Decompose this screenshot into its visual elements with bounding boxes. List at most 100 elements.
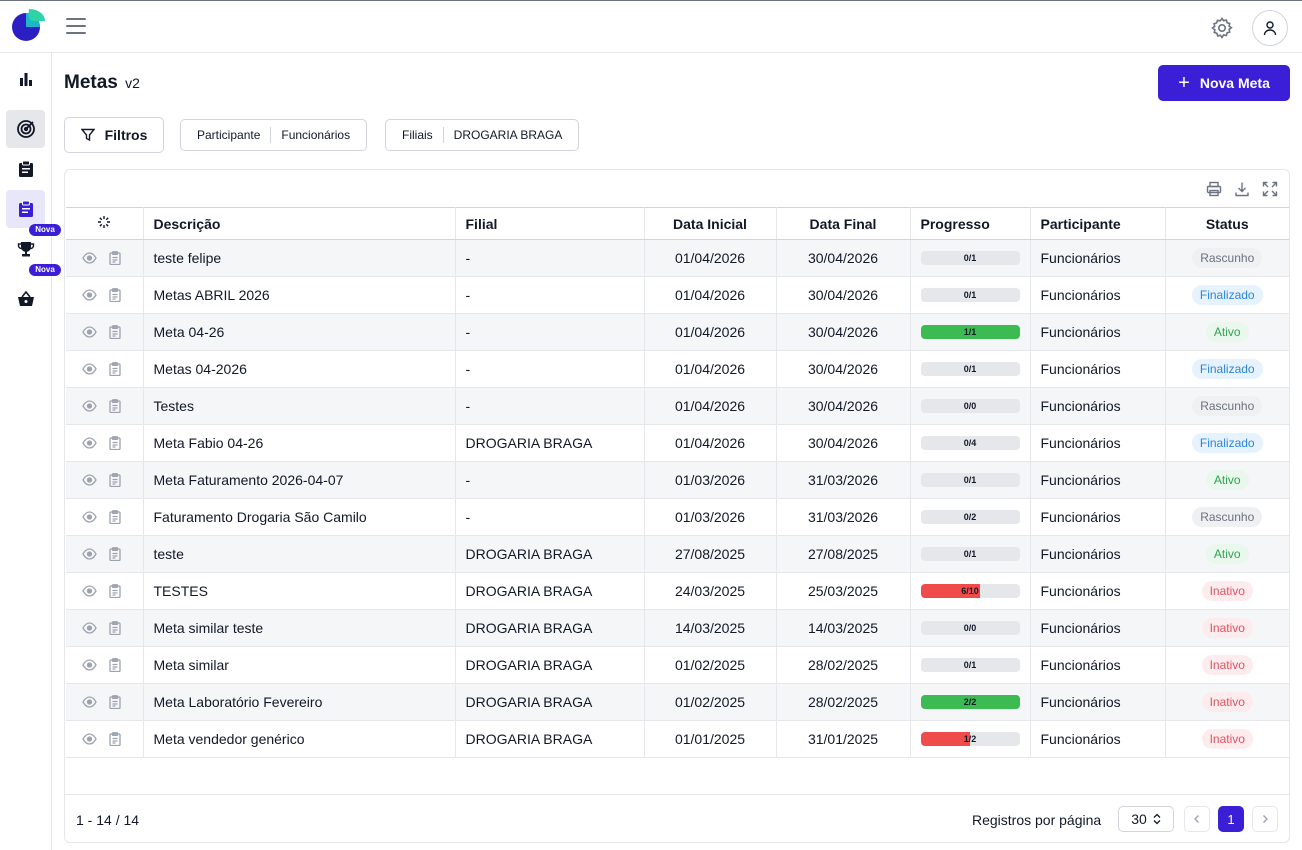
clipboard-icon[interactable] (109, 510, 121, 524)
cell-descricao: Metas ABRIL 2026 (143, 276, 456, 314)
progress-bar: 1/1 (920, 325, 1020, 339)
progress-bar: 0/1 (920, 473, 1020, 487)
view-eye-icon[interactable] (82, 733, 97, 745)
column-header-progresso[interactable]: Progresso (910, 207, 1031, 240)
chip-key: Participante (181, 127, 272, 143)
row-actions (66, 646, 144, 684)
view-eye-icon[interactable] (82, 622, 97, 634)
app-logo-icon[interactable] (11, 7, 47, 43)
clipboard-icon[interactable] (109, 251, 121, 265)
view-eye-icon[interactable] (82, 437, 97, 449)
filter-chip-participante[interactable]: Participante Funcionários (180, 119, 368, 151)
view-eye-icon[interactable] (82, 659, 97, 671)
sidebar-item-rewards[interactable] (6, 230, 45, 268)
view-eye-icon[interactable] (82, 585, 97, 597)
page-button-current[interactable]: 1 (1218, 806, 1244, 832)
cell-data-final: 25/03/2025 (776, 572, 911, 610)
fullscreen-icon[interactable] (1261, 180, 1279, 198)
goals-table: Descrição Filial Data Inicial Data Final… (66, 207, 1289, 758)
clipboard-icon[interactable] (109, 473, 121, 487)
menu-toggle-icon[interactable] (66, 18, 86, 36)
sidebar-item-clipboard[interactable] (6, 150, 45, 188)
filters-button[interactable]: Filtros (64, 117, 164, 153)
table-row[interactable]: Metas ABRIL 2026-01/04/2026 30/04/2026 0/1… (66, 276, 1289, 314)
cell-participante: Funcionários (1030, 572, 1166, 610)
new-goal-button[interactable]: + Nova Meta (1158, 65, 1290, 101)
cell-descricao: Meta Faturamento 2026-04-07 (143, 461, 456, 499)
view-eye-icon[interactable] (82, 400, 97, 412)
sidebar-item-goals[interactable] (6, 110, 45, 148)
view-eye-icon[interactable] (82, 326, 97, 338)
column-header-participante[interactable]: Participante (1030, 207, 1166, 240)
column-header-status[interactable]: Status (1165, 207, 1289, 240)
clipboard-icon[interactable] (109, 658, 121, 672)
download-icon[interactable] (1233, 180, 1251, 198)
row-actions (66, 572, 144, 610)
sidebar-item-goals-v2[interactable] (6, 190, 45, 228)
cell-progresso: 0/0 (910, 387, 1031, 425)
table-header-row: Descrição Filial Data Inicial Data Final… (66, 207, 1289, 240)
view-eye-icon[interactable] (82, 474, 97, 486)
table-row[interactable]: Meta 04-26-01/04/2026 30/04/2026 1/1 Funcio… (66, 313, 1289, 351)
clipboard-icon[interactable] (109, 362, 121, 376)
clipboard-icon[interactable] (109, 547, 121, 561)
table-row[interactable]: TESTES DROGARIA BRAGA 24/03/2025 25/03/2025… (66, 572, 1289, 610)
per-page-label: Registros por página (972, 812, 1102, 828)
target-icon (16, 120, 35, 138)
table-row[interactable]: Meta similar DROGARIA BRAGA 01/02/2025 28/0… (66, 646, 1289, 684)
clipboard-icon[interactable] (109, 695, 121, 709)
view-eye-icon[interactable] (82, 548, 97, 560)
clipboard-icon[interactable] (109, 621, 121, 635)
clipboard-icon[interactable] (109, 584, 121, 598)
cell-data-inicial: 01/02/2025 (644, 683, 777, 721)
column-header-data-final[interactable]: Data Final (776, 207, 911, 240)
column-header-descricao[interactable]: Descrição (143, 207, 456, 240)
clipboard-icon[interactable] (109, 325, 121, 339)
table-toolbar (1205, 180, 1279, 198)
clipboard-icon[interactable] (109, 288, 121, 302)
status-badge: Rascunho (1192, 507, 1263, 527)
user-avatar-icon[interactable] (1252, 10, 1288, 46)
column-header-filial[interactable]: Filial (455, 207, 645, 240)
view-eye-icon[interactable] (82, 511, 97, 523)
table-row[interactable]: Metas 04-2026-01/04/2026 30/04/2026 0/1 Fun… (66, 350, 1289, 388)
cell-filial: - (455, 387, 645, 425)
cell-data-final: 28/02/2025 (776, 646, 911, 684)
prev-page-button[interactable] (1184, 806, 1210, 832)
progress-label: 0/0 (963, 623, 977, 633)
table-row[interactable]: Faturamento Drogaria São Camilo -01/03/20… (66, 498, 1289, 536)
settings-gear-icon[interactable] (1210, 16, 1234, 40)
table-row[interactable]: Meta Fabio 04-26 DROGARIA BRAGA 01/04/2026… (66, 424, 1289, 462)
table-row[interactable]: teste felipe -01/04/2026 30/04/2026 0/1 Func… (66, 239, 1289, 277)
table-row[interactable]: Meta similar teste DROGARIA BRAGA 14/03/20… (66, 609, 1289, 647)
cell-participante: Funcionários (1030, 350, 1166, 388)
progress-label: 0/1 (963, 253, 977, 263)
clipboard-icon[interactable] (109, 732, 121, 746)
clipboard-icon[interactable] (109, 399, 121, 413)
clipboard-icon[interactable] (109, 436, 121, 450)
table-row[interactable]: teste DROGARIA BRAGA 27/08/2025 27/08/2025 0… (66, 535, 1289, 573)
cell-participante: Funcionários (1030, 461, 1166, 499)
view-eye-icon[interactable] (82, 289, 97, 301)
print-icon[interactable] (1205, 180, 1223, 198)
view-eye-icon[interactable] (82, 696, 97, 708)
view-eye-icon[interactable] (82, 363, 97, 375)
clipboard-icon (18, 160, 33, 177)
column-header-actions[interactable] (66, 207, 144, 240)
row-actions (66, 683, 144, 721)
table-row[interactable]: Meta vendedor genérico DROGARIA BRAGA 01/0… (66, 720, 1289, 758)
filter-chip-filiais[interactable]: Filiais DROGARIA BRAGA (385, 119, 580, 151)
sidebar-item-dashboard[interactable] (6, 60, 45, 98)
table-row[interactable]: Meta Laboratório Fevereiro DROGARIA BRAGA… (66, 683, 1289, 721)
chip-key: Filiais (386, 127, 444, 143)
per-page-select[interactable]: 30 (1118, 806, 1174, 832)
sidebar-item-shop[interactable] (6, 280, 45, 318)
view-eye-icon[interactable] (82, 252, 97, 264)
table-row[interactable]: Testes -01/04/2026 30/04/2026 0/0 Funcionári… (66, 387, 1289, 425)
next-page-button[interactable] (1252, 806, 1278, 832)
cell-descricao: teste felipe (143, 239, 456, 277)
row-actions (66, 609, 144, 647)
column-header-data-inicial[interactable]: Data Inicial (644, 207, 777, 240)
table-row[interactable]: Meta Faturamento 2026-04-07-01/03/2026 31… (66, 461, 1289, 499)
cell-descricao: Meta similar teste (143, 609, 456, 647)
